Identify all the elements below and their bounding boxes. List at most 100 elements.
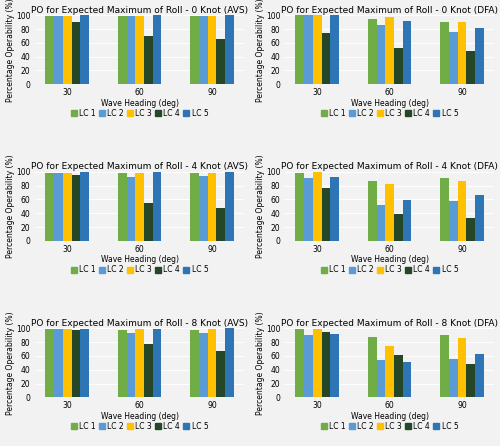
Bar — [296, 15, 304, 84]
Bar — [225, 172, 234, 241]
Bar — [216, 351, 225, 397]
X-axis label: Wave Heading (deg): Wave Heading (deg) — [100, 256, 178, 264]
Legend: LC 1, LC 2, LC 3, LC 4, LC 5: LC 1, LC 2, LC 3, LC 4, LC 5 — [70, 109, 208, 118]
X-axis label: Wave Heading (deg): Wave Heading (deg) — [350, 412, 428, 421]
Bar — [376, 360, 385, 397]
Bar — [63, 16, 72, 84]
Bar — [368, 181, 376, 241]
Bar — [304, 335, 313, 397]
Bar — [144, 36, 152, 84]
Bar — [152, 329, 161, 397]
Bar — [368, 19, 376, 84]
Bar — [80, 15, 89, 84]
Bar — [54, 16, 63, 84]
Bar — [322, 33, 330, 84]
Legend: LC 1, LC 2, LC 3, LC 4, LC 5: LC 1, LC 2, LC 3, LC 4, LC 5 — [320, 422, 458, 431]
Bar — [54, 329, 63, 397]
Bar — [225, 328, 234, 397]
Bar — [402, 362, 411, 397]
Bar — [458, 338, 466, 397]
Bar — [440, 335, 449, 397]
Bar — [458, 181, 466, 241]
Bar — [118, 173, 126, 241]
Bar — [466, 218, 475, 241]
Legend: LC 1, LC 2, LC 3, LC 4, LC 5: LC 1, LC 2, LC 3, LC 4, LC 5 — [320, 109, 458, 118]
Bar — [385, 17, 394, 84]
Bar — [322, 188, 330, 241]
Bar — [440, 22, 449, 84]
Legend: LC 1, LC 2, LC 3, LC 4, LC 5: LC 1, LC 2, LC 3, LC 4, LC 5 — [70, 422, 208, 431]
Bar — [458, 21, 466, 84]
Title: PO for Expected Maximum of Roll - 8 Knot (AVS): PO for Expected Maximum of Roll - 8 Knot… — [31, 318, 248, 328]
Title: PO for Expected Maximum of Roll - 0 Knot (DFA): PO for Expected Maximum of Roll - 0 Knot… — [281, 5, 498, 15]
Bar — [216, 208, 225, 241]
X-axis label: Wave Heading (deg): Wave Heading (deg) — [100, 99, 178, 108]
Y-axis label: Percentage Operability (%): Percentage Operability (%) — [6, 0, 15, 102]
X-axis label: Wave Heading (deg): Wave Heading (deg) — [100, 412, 178, 421]
Bar — [440, 178, 449, 241]
Bar — [190, 173, 199, 241]
Bar — [118, 330, 126, 397]
Title: PO for Expected Maximum of Roll - 4 Knot (DFA): PO for Expected Maximum of Roll - 4 Knot… — [281, 162, 498, 171]
Bar — [449, 32, 458, 84]
Bar — [385, 184, 394, 241]
Legend: LC 1, LC 2, LC 3, LC 4, LC 5: LC 1, LC 2, LC 3, LC 4, LC 5 — [70, 265, 208, 274]
Bar — [402, 21, 411, 84]
Bar — [199, 333, 207, 397]
Bar — [313, 329, 322, 397]
Bar — [216, 39, 225, 84]
Bar — [330, 334, 339, 397]
Title: PO for Expected Maximum of Roll - 8 Knot (DFA): PO for Expected Maximum of Roll - 8 Knot… — [281, 318, 498, 328]
Bar — [46, 329, 54, 397]
Bar — [80, 172, 89, 241]
Bar — [63, 329, 72, 397]
Bar — [152, 15, 161, 84]
Bar — [296, 173, 304, 241]
Bar — [199, 16, 207, 84]
Bar — [330, 177, 339, 241]
Bar — [135, 173, 144, 241]
Bar — [376, 25, 385, 84]
Bar — [54, 173, 63, 241]
Bar — [72, 21, 80, 84]
Bar — [475, 194, 484, 241]
Y-axis label: Percentage Operability (%): Percentage Operability (%) — [256, 0, 264, 102]
Bar — [46, 16, 54, 84]
Bar — [126, 16, 135, 84]
Bar — [126, 178, 135, 241]
Bar — [208, 173, 216, 241]
Bar — [368, 337, 376, 397]
Bar — [72, 330, 80, 397]
Bar — [208, 16, 216, 84]
Bar — [190, 330, 199, 397]
Bar — [208, 329, 216, 397]
Bar — [135, 329, 144, 397]
Bar — [466, 51, 475, 84]
Title: PO for Expected Maximum of Roll - 4 Knot (AVS): PO for Expected Maximum of Roll - 4 Knot… — [31, 162, 248, 171]
Bar — [394, 355, 402, 397]
Bar — [80, 329, 89, 397]
Bar — [449, 201, 458, 241]
Bar — [46, 173, 54, 241]
Title: PO for Expected Maximum of Roll - 0 Knot (AVS): PO for Expected Maximum of Roll - 0 Knot… — [31, 5, 248, 15]
Y-axis label: Percentage Operability (%): Percentage Operability (%) — [256, 154, 264, 258]
Bar — [376, 205, 385, 241]
Bar — [72, 175, 80, 241]
Bar — [394, 49, 402, 84]
Bar — [190, 16, 199, 84]
Legend: LC 1, LC 2, LC 3, LC 4, LC 5: LC 1, LC 2, LC 3, LC 4, LC 5 — [320, 265, 458, 274]
Bar — [296, 329, 304, 397]
Bar — [330, 15, 339, 84]
Bar — [199, 176, 207, 241]
Bar — [225, 15, 234, 84]
X-axis label: Wave Heading (deg): Wave Heading (deg) — [350, 256, 428, 264]
Bar — [313, 172, 322, 241]
Bar — [402, 200, 411, 241]
Bar — [475, 29, 484, 84]
Y-axis label: Percentage Operability (%): Percentage Operability (%) — [256, 311, 264, 415]
Bar — [475, 354, 484, 397]
Bar — [385, 346, 394, 397]
Bar — [394, 214, 402, 241]
Bar — [126, 333, 135, 397]
Bar — [304, 15, 313, 84]
